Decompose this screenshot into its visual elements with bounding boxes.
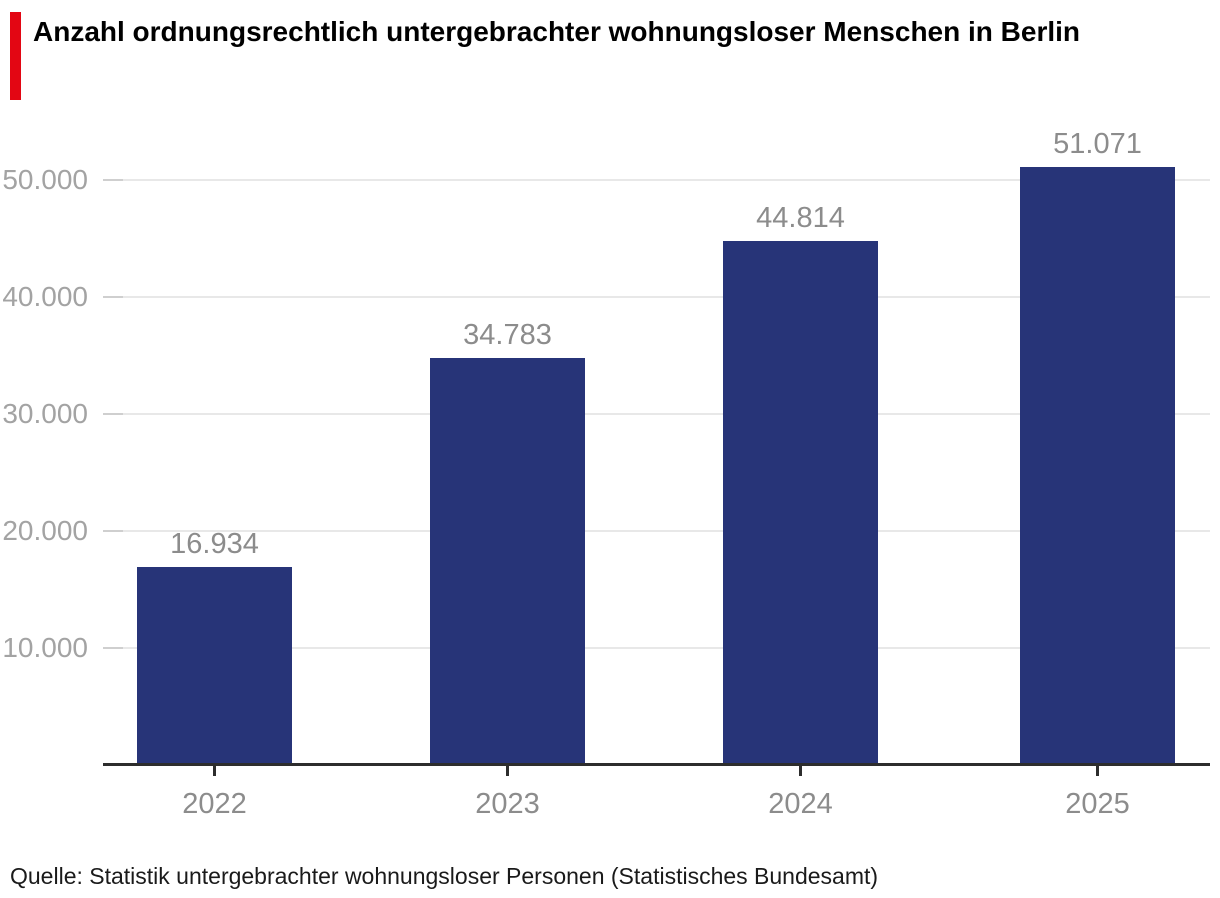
y-axis-tick-label: 10.000 [2, 632, 88, 663]
bar-value-label: 16.934 [170, 527, 259, 560]
x-axis-tick-label: 2024 [768, 788, 833, 820]
bar-2022 [137, 566, 292, 765]
y-axis-tick-label: 50.000 [2, 164, 88, 195]
y-gridline [103, 413, 1210, 415]
x-axis-tick [799, 766, 802, 776]
y-axis-tick-label: 20.000 [2, 515, 88, 546]
y-gridline [103, 530, 1210, 532]
bar-2024 [723, 240, 878, 765]
y-axis-tick-label: 30.000 [2, 398, 88, 429]
title-accent-bar [10, 12, 21, 100]
y-gridline [103, 296, 1210, 298]
x-axis-tick-label: 2022 [182, 788, 247, 820]
x-axis-tick [506, 766, 509, 776]
x-axis-tick [213, 766, 216, 776]
bar-value-label: 44.814 [756, 201, 845, 234]
x-axis-tick-label: 2023 [475, 788, 540, 820]
source-caption: Quelle: Statistik untergebrachter wohnun… [10, 863, 879, 889]
y-gridline [103, 179, 1210, 181]
y-axis-tick [103, 296, 123, 298]
y-gridline [103, 647, 1210, 649]
x-axis-tick [1096, 766, 1099, 776]
x-axis-tick-label: 2025 [1065, 788, 1130, 820]
bar-value-label: 51.071 [1053, 128, 1142, 161]
y-axis-tick [103, 179, 123, 181]
bar-value-label: 34.783 [463, 319, 552, 352]
page-title: Anzahl ordnungsrechtlich untergebrachter… [33, 16, 1081, 47]
bar-2023 [430, 358, 585, 765]
x-axis-line [103, 763, 1210, 766]
y-axis-tick [103, 413, 123, 415]
y-axis-tick [103, 530, 123, 532]
y-axis-tick-label: 40.000 [2, 281, 88, 312]
bar-2025 [1020, 167, 1175, 765]
y-axis-tick [103, 647, 123, 649]
